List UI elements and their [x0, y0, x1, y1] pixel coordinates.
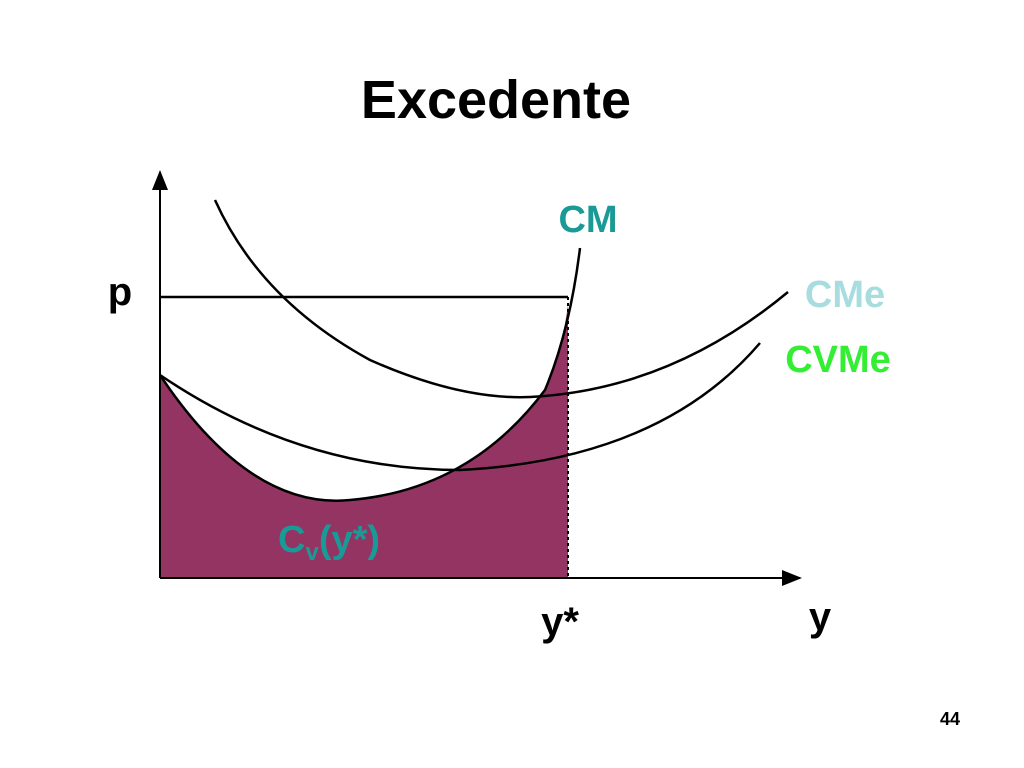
area-label-argument: (y*) [319, 519, 380, 561]
surplus-area [160, 305, 568, 578]
cvme-label: CVMe [785, 339, 891, 381]
page-number: 44 [940, 709, 960, 729]
x-marker-label: y* [541, 600, 579, 644]
cm-label: CM [558, 199, 617, 241]
area-label-main: C [278, 519, 305, 561]
y-axis-label: p [108, 270, 132, 314]
x-axis-label: y [809, 595, 832, 639]
cm-curve [158, 247, 582, 502]
area-label: Cv(y*) [278, 519, 380, 566]
cme-label: CMe [805, 274, 885, 316]
area-label-subscript: v [305, 539, 319, 566]
cme-curve [213, 199, 789, 399]
title: Excedente [361, 70, 631, 130]
cvme-curve [159, 342, 761, 472]
